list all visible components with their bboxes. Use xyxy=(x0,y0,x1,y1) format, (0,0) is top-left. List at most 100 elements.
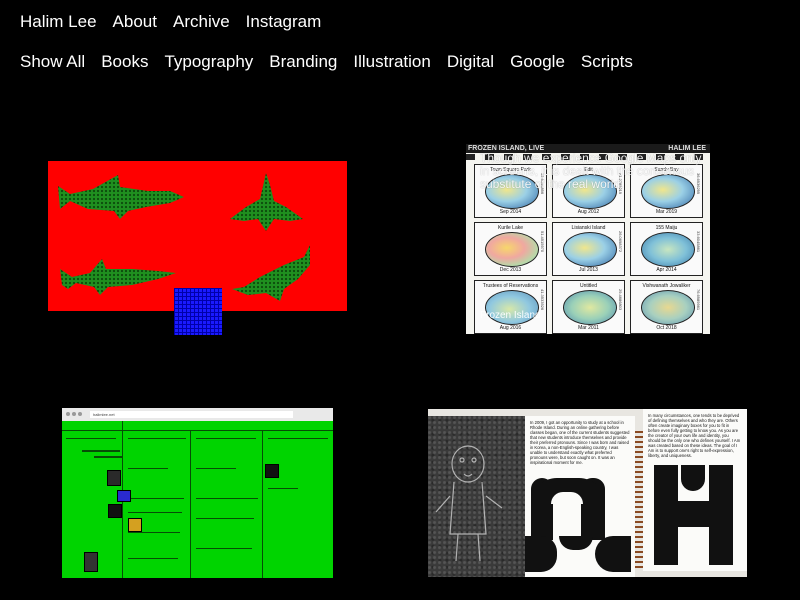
stamp-date: Mar 2011 xyxy=(578,325,599,331)
figure-drawing xyxy=(435,445,503,562)
thumbnail-image xyxy=(84,552,98,572)
sheet-title-right: HALIM LEE xyxy=(668,145,706,152)
project-hover-title: Frozen Island xyxy=(480,310,541,321)
stamp-map-image xyxy=(563,232,617,267)
thumbnail-image xyxy=(128,518,142,532)
stamp-map-image xyxy=(485,290,539,325)
stamp-code: 51.2785219 xyxy=(618,173,623,195)
filter-show-all[interactable]: Show All xyxy=(20,52,86,71)
stamp-date: Dec 2013 xyxy=(499,267,522,273)
book-page-text: In 2009, I got an opportunity to study a… xyxy=(530,420,630,465)
archive-link[interactable]: Archive xyxy=(172,12,230,31)
stamp-name: Town Square Park xyxy=(490,167,531,173)
stamp-date: Jul 2013 xyxy=(579,267,598,273)
stamp-date: Aug 2012 xyxy=(577,209,600,215)
stamp-name: Sandy Bay xyxy=(654,167,679,173)
project-hover-description: Though we experience Google Maps only in… xyxy=(480,151,702,191)
book-page-left: In 2009, I got an opportunity to study a… xyxy=(525,416,635,577)
stamp-map-image xyxy=(563,290,617,325)
stamp-code: 26.0698372 xyxy=(618,231,623,253)
stamp-name: Vishwanath Jowaliker xyxy=(642,283,691,289)
stamp-name: Kurile Lake xyxy=(497,225,523,231)
window-dot-icon xyxy=(78,412,82,416)
stamp-date: Sep 2014 xyxy=(499,209,522,215)
shark-shape xyxy=(58,175,184,219)
thumbnail-image xyxy=(265,464,279,478)
browser-url: halimlee.net xyxy=(90,411,293,418)
stamp: Town Square Park 32.6396896 Sep 2014 xyxy=(474,164,547,218)
stamp-date: Apr 2014 xyxy=(656,267,677,273)
project-tile-website[interactable]: halimlee.net xyxy=(62,408,333,578)
stamp-name: Lisianski Island xyxy=(571,225,606,231)
book-cover-image xyxy=(428,416,525,577)
category-filter-nav: Show All Books Typography Branding Illus… xyxy=(20,52,649,72)
letterform xyxy=(654,501,733,527)
letterform xyxy=(681,465,705,491)
divider xyxy=(62,430,333,431)
shark-shape xyxy=(230,173,303,231)
instagram-link[interactable]: Instagram xyxy=(245,12,322,31)
text-line xyxy=(128,468,168,469)
text-line xyxy=(196,548,252,549)
text-line xyxy=(196,498,258,499)
stamp: Edit 51.2785219 Aug 2012 xyxy=(552,164,625,218)
stamp: Trustees of Reservations 41.3533526 Aug … xyxy=(474,280,547,334)
filter-scripts[interactable]: Scripts xyxy=(580,52,633,71)
stamp: Sandy Bay 36.6936299 Mar 2019 xyxy=(630,164,703,218)
browser-chrome: halimlee.net xyxy=(62,408,333,421)
filter-digital[interactable]: Digital xyxy=(446,52,495,71)
text-line xyxy=(128,512,182,513)
project-tile-book[interactable]: In 2009, I got an opportunity to study a… xyxy=(428,409,747,577)
project-tile-sharks[interactable] xyxy=(48,161,347,335)
text-line xyxy=(268,438,328,439)
stamp-map-image xyxy=(485,232,539,267)
stamp-name: 155 Maiju xyxy=(655,225,678,231)
stamp-name: Untitled xyxy=(580,283,597,289)
text-line xyxy=(66,438,116,439)
filter-branding[interactable]: Branding xyxy=(269,52,338,71)
letterform xyxy=(595,536,631,572)
blue-grid-square xyxy=(174,288,222,335)
stamp-map-image xyxy=(641,174,695,209)
filter-illustration[interactable]: Illustration xyxy=(353,52,431,71)
text-line xyxy=(128,438,186,439)
stamp-date: Mar 2019 xyxy=(655,209,678,215)
top-nav: Halim Lee About Archive Instagram xyxy=(20,12,337,32)
window-dot-icon xyxy=(66,412,70,416)
stamp: Lisianski Island 26.0698372 Jul 2013 xyxy=(552,222,625,276)
stamp-perforation xyxy=(466,154,710,160)
stamp-map-image xyxy=(641,290,695,325)
book-page-right: In many circumstances, one tends to be d… xyxy=(643,409,747,571)
stamp: Kurile Lake 51.4515970 Dec 2013 xyxy=(474,222,547,276)
filter-books[interactable]: Books xyxy=(101,52,149,71)
stamp-code: 32.6396896 xyxy=(540,173,545,195)
stamp: Vishwanath Jowaliker 76.6989961 Oct 2018 xyxy=(630,280,703,334)
window-dot-icon xyxy=(72,412,76,416)
letterform-counter xyxy=(551,492,583,504)
spiral-binding xyxy=(635,431,643,571)
text-line xyxy=(268,488,298,489)
about-link[interactable]: About xyxy=(112,12,157,31)
stamp-code: 29.4686803 xyxy=(618,289,623,311)
filter-google[interactable]: Google xyxy=(510,52,565,71)
stamp-date: Aug 2016 xyxy=(499,325,522,331)
stamp-sheet-header: FROZEN ISLAND, LIVE HALIM LEE xyxy=(466,144,710,153)
site-title-link[interactable]: Halim Lee xyxy=(20,12,97,31)
book-page-text: In many circumstances, one tends to be d… xyxy=(648,413,741,458)
divider xyxy=(262,430,263,578)
letterform xyxy=(559,536,593,550)
stamp-date: Oct 2018 xyxy=(656,325,677,331)
stamp-code: 33.6045861 xyxy=(696,231,701,253)
text-line xyxy=(196,438,256,439)
stamp-code: 76.6989961 xyxy=(696,289,701,311)
bar-graphic xyxy=(82,450,120,452)
thumbnail-image xyxy=(117,490,131,502)
stamp-name: Trustees of Reservations xyxy=(482,283,539,289)
sheet-title-left: FROZEN ISLAND, LIVE xyxy=(468,145,545,152)
filter-typography[interactable]: Typography xyxy=(164,52,254,71)
shark-shape xyxy=(60,259,176,295)
text-line xyxy=(196,518,254,519)
thumbnail-image xyxy=(108,504,122,518)
project-tile-frozen-island[interactable]: FROZEN ISLAND, LIVE HALIM LEE Town Squar… xyxy=(466,144,710,334)
shark-shape xyxy=(232,245,310,301)
